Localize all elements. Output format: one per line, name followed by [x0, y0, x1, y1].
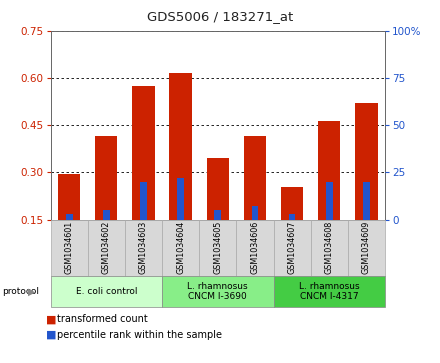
Bar [95, 136, 117, 220]
Bar [289, 214, 295, 220]
FancyBboxPatch shape [162, 220, 199, 276]
Text: ■: ■ [46, 330, 57, 340]
Bar [326, 182, 333, 220]
FancyBboxPatch shape [199, 220, 236, 276]
Bar [103, 210, 110, 220]
Text: GSM1034604: GSM1034604 [176, 221, 185, 274]
Text: transformed count: transformed count [57, 314, 148, 325]
Text: L. rhamnosus
CNCM I-4317: L. rhamnosus CNCM I-4317 [299, 282, 359, 301]
Text: GSM1034607: GSM1034607 [288, 221, 297, 274]
Text: ■: ■ [46, 314, 57, 325]
Text: L. rhamnosus
CNCM I-3690: L. rhamnosus CNCM I-3690 [187, 282, 248, 301]
Text: percentile rank within the sample: percentile rank within the sample [57, 330, 222, 340]
Text: E. coli control: E. coli control [76, 287, 137, 296]
Text: ▶: ▶ [28, 286, 36, 296]
FancyBboxPatch shape [236, 220, 274, 276]
FancyBboxPatch shape [51, 276, 162, 307]
Bar [140, 182, 147, 220]
Bar [66, 214, 73, 220]
Bar [244, 136, 266, 220]
Text: protocol: protocol [2, 287, 39, 296]
FancyBboxPatch shape [162, 276, 274, 307]
Text: GSM1034605: GSM1034605 [213, 221, 222, 274]
Bar [58, 174, 81, 220]
Bar [363, 182, 370, 220]
FancyBboxPatch shape [274, 276, 385, 307]
Text: GSM1034603: GSM1034603 [139, 221, 148, 274]
Bar [132, 86, 154, 220]
FancyBboxPatch shape [311, 220, 348, 276]
FancyBboxPatch shape [125, 220, 162, 276]
Text: GSM1034609: GSM1034609 [362, 221, 371, 274]
Text: GSM1034608: GSM1034608 [325, 221, 334, 274]
Text: GSM1034601: GSM1034601 [65, 221, 73, 274]
Text: GSM1034602: GSM1034602 [102, 221, 111, 274]
Bar [355, 103, 378, 220]
Bar [207, 158, 229, 220]
Text: GSM1034606: GSM1034606 [250, 221, 260, 274]
Bar [169, 73, 192, 220]
Bar [177, 178, 184, 220]
Bar [252, 207, 258, 220]
FancyBboxPatch shape [274, 220, 311, 276]
Bar [214, 210, 221, 220]
FancyBboxPatch shape [88, 220, 125, 276]
Bar [281, 187, 303, 220]
FancyBboxPatch shape [348, 220, 385, 276]
FancyBboxPatch shape [51, 220, 88, 276]
Text: GDS5006 / 183271_at: GDS5006 / 183271_at [147, 10, 293, 23]
Bar [318, 121, 341, 220]
